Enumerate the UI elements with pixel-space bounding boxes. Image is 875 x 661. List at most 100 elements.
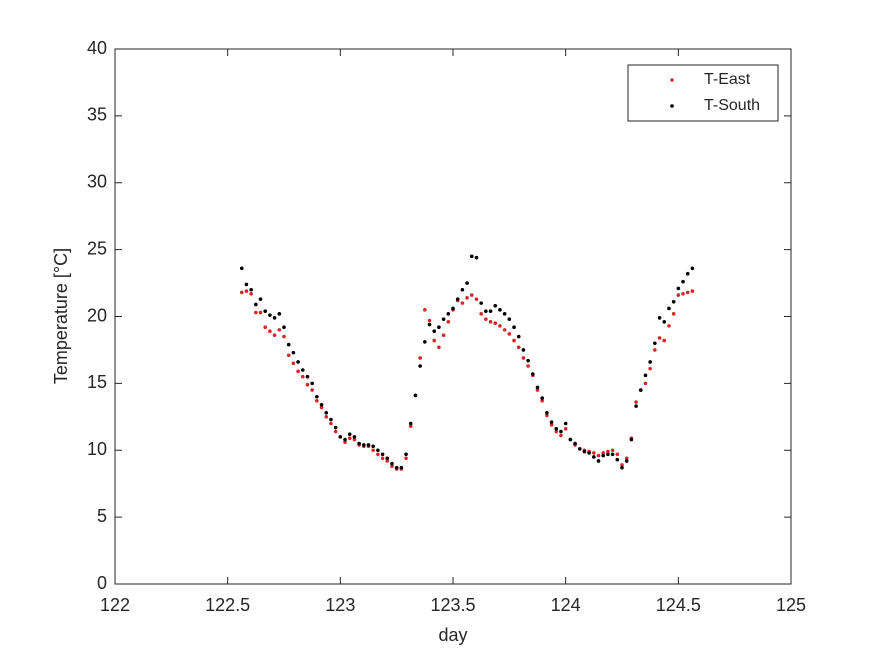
point <box>662 338 667 343</box>
point <box>667 306 671 311</box>
point <box>366 443 371 447</box>
legend-box <box>627 64 779 122</box>
point <box>249 291 253 296</box>
point <box>559 429 563 434</box>
point <box>347 436 352 441</box>
point <box>563 421 568 426</box>
point <box>531 372 535 376</box>
point <box>474 255 479 260</box>
point <box>535 388 540 392</box>
point <box>671 299 676 304</box>
point <box>653 348 657 352</box>
legend-marker <box>670 104 674 108</box>
point <box>380 452 385 457</box>
point <box>549 420 554 424</box>
point <box>352 437 357 442</box>
point <box>615 452 620 457</box>
point <box>394 465 399 470</box>
point <box>516 345 521 350</box>
point <box>404 456 408 461</box>
point <box>526 358 530 363</box>
point <box>554 429 559 434</box>
y-tick-label: 15 <box>87 372 107 392</box>
point <box>286 353 291 358</box>
point <box>296 369 300 374</box>
point <box>587 451 591 455</box>
y-tick-label: 10 <box>87 439 107 459</box>
point <box>319 402 324 407</box>
point <box>305 374 310 379</box>
point <box>498 308 502 312</box>
point <box>479 312 483 316</box>
point <box>376 448 380 453</box>
point <box>432 329 437 334</box>
point <box>606 452 610 457</box>
x-tick-label: 124 <box>551 595 581 615</box>
point <box>474 297 479 301</box>
y-tick-label: 25 <box>87 238 107 258</box>
point <box>535 385 540 390</box>
point <box>432 338 437 343</box>
point <box>408 424 413 428</box>
point <box>526 364 530 368</box>
point <box>615 457 620 462</box>
point <box>624 456 629 461</box>
point <box>338 435 343 439</box>
point <box>319 405 324 410</box>
point <box>268 313 272 317</box>
point <box>498 324 502 328</box>
point <box>676 286 681 291</box>
point <box>427 322 432 327</box>
point <box>310 388 314 392</box>
point <box>610 452 615 457</box>
point <box>540 398 544 403</box>
point <box>648 360 652 364</box>
point <box>343 437 347 442</box>
point <box>239 290 244 295</box>
point <box>521 348 526 352</box>
point <box>502 312 507 316</box>
point <box>648 366 652 371</box>
point <box>437 325 441 330</box>
point <box>300 374 305 379</box>
point <box>244 289 249 293</box>
point <box>423 308 427 312</box>
x-tick-label: 122.5 <box>205 595 250 615</box>
point <box>610 448 615 453</box>
point <box>545 413 549 418</box>
point <box>441 317 446 321</box>
y-tick-label: 40 <box>87 38 107 58</box>
point <box>333 425 338 430</box>
point <box>254 310 258 315</box>
point <box>667 324 671 328</box>
point <box>329 417 333 422</box>
point <box>643 381 648 386</box>
point <box>357 441 361 446</box>
point <box>643 373 648 378</box>
point <box>484 317 488 321</box>
point <box>568 437 573 442</box>
point <box>263 325 268 330</box>
point <box>329 421 333 426</box>
point <box>390 461 394 466</box>
point <box>592 451 596 455</box>
point <box>634 400 638 404</box>
point <box>634 404 638 408</box>
point <box>380 456 385 461</box>
point <box>437 345 441 350</box>
point <box>343 440 347 445</box>
point <box>291 350 296 355</box>
point <box>559 433 563 438</box>
point <box>620 465 624 470</box>
point <box>681 279 685 284</box>
x-tick-label: 125 <box>776 595 806 615</box>
point <box>296 360 300 364</box>
point <box>563 427 568 431</box>
point <box>460 287 465 292</box>
point <box>601 451 606 455</box>
point <box>479 301 483 305</box>
point <box>620 463 624 467</box>
point <box>423 340 427 344</box>
point <box>507 317 512 321</box>
point <box>582 449 587 454</box>
